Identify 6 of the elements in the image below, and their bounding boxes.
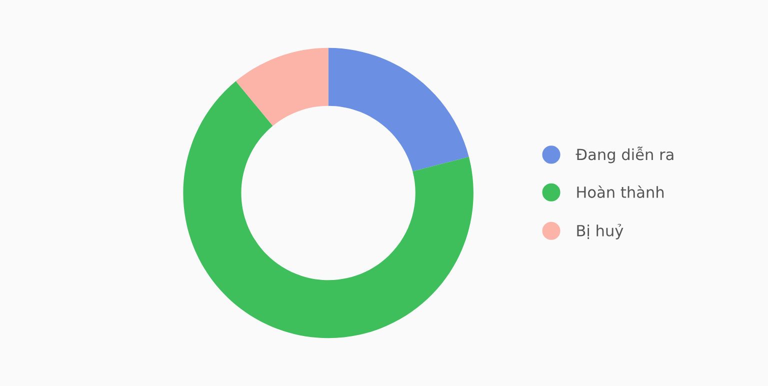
donut-slice [236, 48, 328, 126]
legend-label: Bị huỷ [577, 224, 624, 240]
donut-slice [183, 81, 474, 338]
legend-label: Đang diễn ra [576, 146, 674, 164]
donut-slice [328, 48, 469, 172]
legend-label: Hoàn thành [577, 186, 664, 198]
